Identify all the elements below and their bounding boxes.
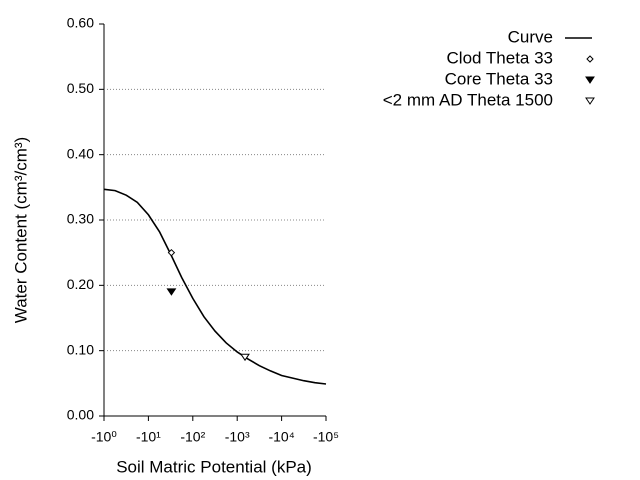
legend-swatch [586, 55, 594, 63]
point [167, 248, 176, 257]
x-tick-label: -10⁰ [91, 429, 117, 445]
legend-swatch [585, 97, 595, 105]
point [166, 288, 177, 296]
legend-swatch [585, 76, 595, 84]
x-tick-label: -10⁵ [313, 429, 339, 445]
x-tick-label: -10¹ [136, 429, 161, 445]
legend-label: Curve [508, 27, 553, 46]
y-tick-label: 0.20 [67, 276, 94, 292]
y-axis-label: Water Content (cm³/cm³) [11, 137, 30, 323]
legend-label: Core Theta 33 [445, 69, 553, 88]
legend-label: Clod Theta 33 [447, 48, 553, 67]
y-tick-label: 0.30 [67, 211, 94, 227]
x-tick-label: -10³ [225, 429, 250, 445]
legend-label: <2 mm AD Theta 1500 [383, 90, 553, 109]
y-tick-label: 0.50 [67, 80, 94, 96]
curve [103, 188, 327, 385]
y-tick-label: 0.10 [67, 341, 94, 357]
point [240, 353, 250, 362]
y-tick-label: 0.40 [67, 145, 94, 161]
x-tick-label: -10² [180, 429, 205, 445]
y-tick-label: 0.60 [67, 15, 94, 31]
x-axis-label: Soil Matric Potential (kPa) [116, 457, 312, 476]
y-tick-label: 0.00 [67, 407, 94, 423]
x-tick-label: -10⁴ [268, 429, 294, 445]
